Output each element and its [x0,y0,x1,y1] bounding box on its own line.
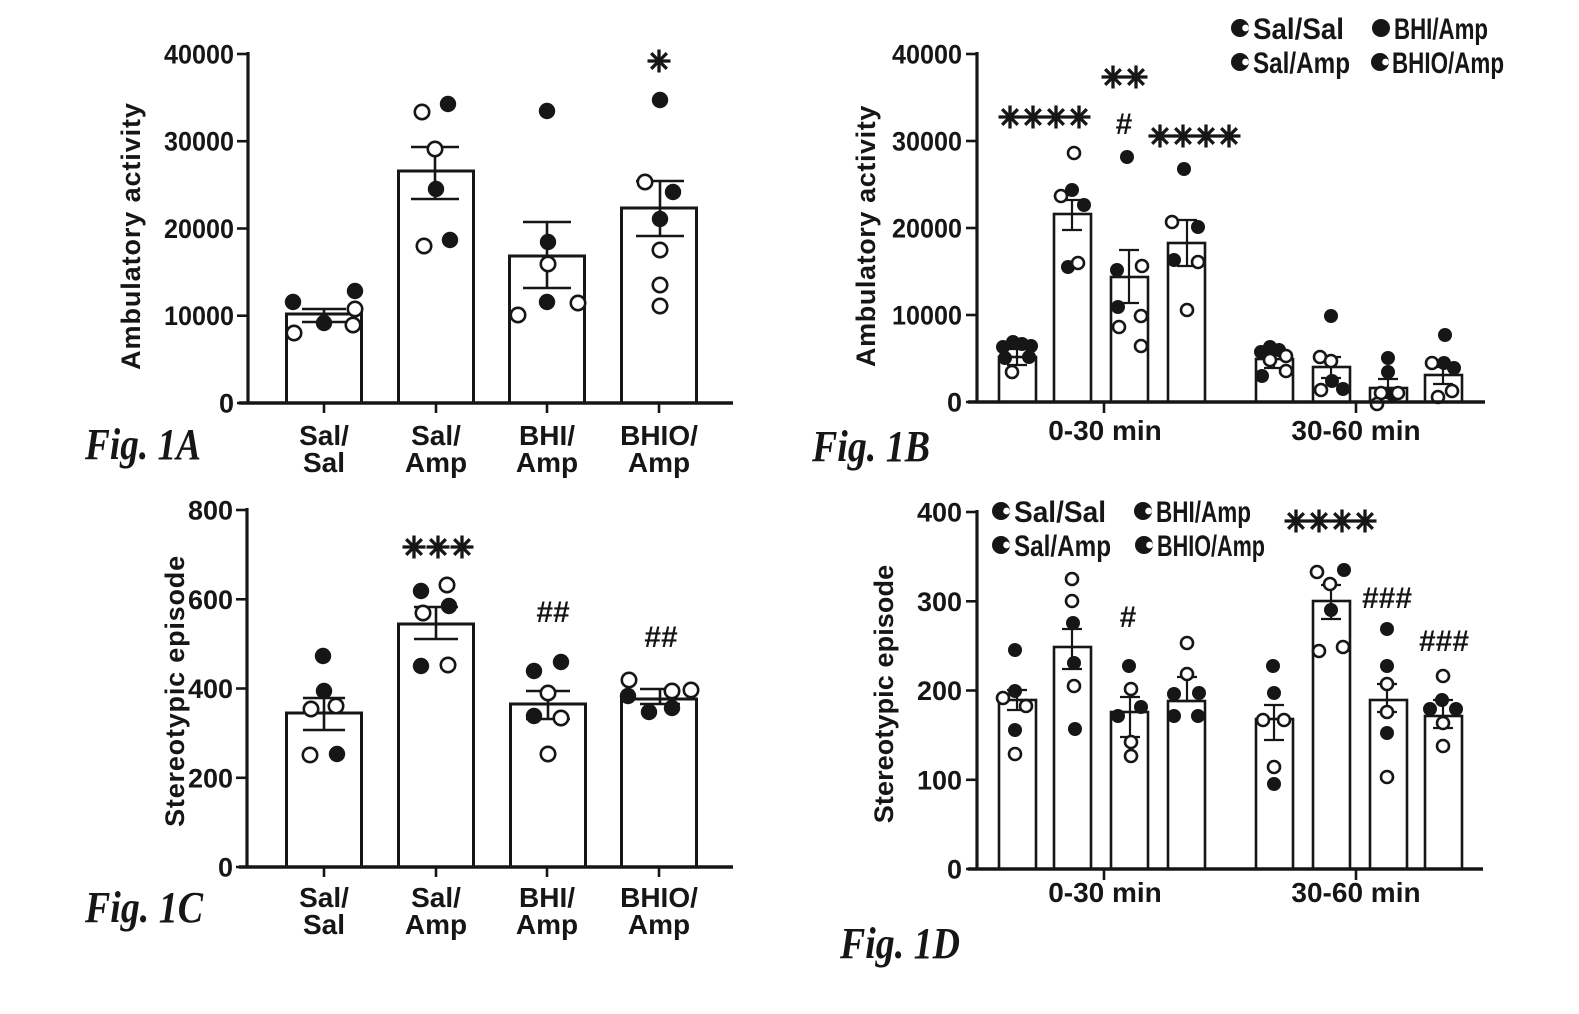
svg-text:###: ### [1362,582,1412,615]
svg-text:400: 400 [188,674,233,704]
svg-text:0-30 min: 0-30 min [1048,415,1162,446]
svg-text:200: 200 [188,763,233,793]
svg-text:#: # [1120,601,1137,634]
svg-text:Ambulatory activity: Ambulatory activity [116,102,146,370]
svg-text:BHI/Amp: BHI/Amp [1156,496,1251,529]
svg-text:Amp: Amp [628,447,690,478]
svg-text:0: 0 [218,853,233,883]
svg-text:Sal/: Sal/ [411,420,461,451]
svg-text:30000: 30000 [892,127,962,157]
svg-text:0: 0 [219,389,234,419]
svg-text:BHI/Amp: BHI/Amp [1394,13,1488,46]
svg-text:#: # [1116,108,1133,141]
svg-text:30-60 min: 30-60 min [1291,877,1420,908]
svg-text:Sal/Amp: Sal/Amp [1014,530,1111,563]
svg-text:Amp: Amp [516,447,578,478]
svg-text:Sal: Sal [303,447,345,478]
svg-text:Fig. 1C: Fig. 1C [84,883,203,932]
svg-text:Sal/: Sal/ [299,882,349,913]
svg-text:##: ## [644,621,678,654]
svg-text:30-60 min: 30-60 min [1291,415,1420,446]
svg-text:20000: 20000 [164,214,234,244]
svg-text:BHI/: BHI/ [519,420,575,451]
svg-text:Amp: Amp [405,447,467,478]
svg-text:Sal/Sal: Sal/Sal [1253,13,1344,46]
svg-text:BHIO/: BHIO/ [620,882,698,913]
svg-text:Ambulatory activity: Ambulatory activity [851,105,881,367]
svg-text:Amp: Amp [405,909,467,940]
svg-text:Sal/: Sal/ [411,882,461,913]
svg-text:10000: 10000 [164,301,234,331]
svg-text:Fig. 1B: Fig. 1B [811,422,930,471]
svg-text:Sal/: Sal/ [299,420,349,451]
svg-text:BHI/: BHI/ [519,882,575,913]
svg-text:20000: 20000 [892,214,962,244]
svg-text:Sal/Sal: Sal/Sal [1014,496,1106,529]
svg-text:BHIO/Amp: BHIO/Amp [1392,47,1504,80]
svg-text:Fig. 1A: Fig. 1A [84,420,201,469]
svg-text:800: 800 [188,496,233,526]
svg-text:Stereotypic episode: Stereotypic episode [160,555,190,827]
svg-text:200: 200 [917,676,962,706]
svg-text:Amp: Amp [628,909,690,940]
svg-text:400: 400 [917,498,962,528]
svg-text:30000: 30000 [164,127,234,157]
svg-text:300: 300 [917,587,962,617]
svg-text:BHIO/: BHIO/ [620,420,698,451]
svg-text:Amp: Amp [516,909,578,940]
svg-text:##: ## [536,596,570,629]
svg-text:10000: 10000 [892,301,962,331]
svg-text:Fig. 1D: Fig. 1D [839,919,960,968]
svg-text:Stereotypic episode: Stereotypic episode [869,565,899,823]
svg-text:###: ### [1419,625,1469,658]
svg-text:40000: 40000 [892,40,962,70]
svg-text:BHIO/Amp: BHIO/Amp [1157,530,1265,563]
svg-text:Sal: Sal [303,909,345,940]
svg-text:600: 600 [188,585,233,615]
svg-text:100: 100 [917,765,962,795]
svg-text:40000: 40000 [164,40,234,70]
svg-text:0: 0 [947,855,962,885]
svg-text:0-30 min: 0-30 min [1048,877,1162,908]
svg-text:0: 0 [947,388,962,418]
svg-text:Sal/Amp: Sal/Amp [1253,47,1350,80]
